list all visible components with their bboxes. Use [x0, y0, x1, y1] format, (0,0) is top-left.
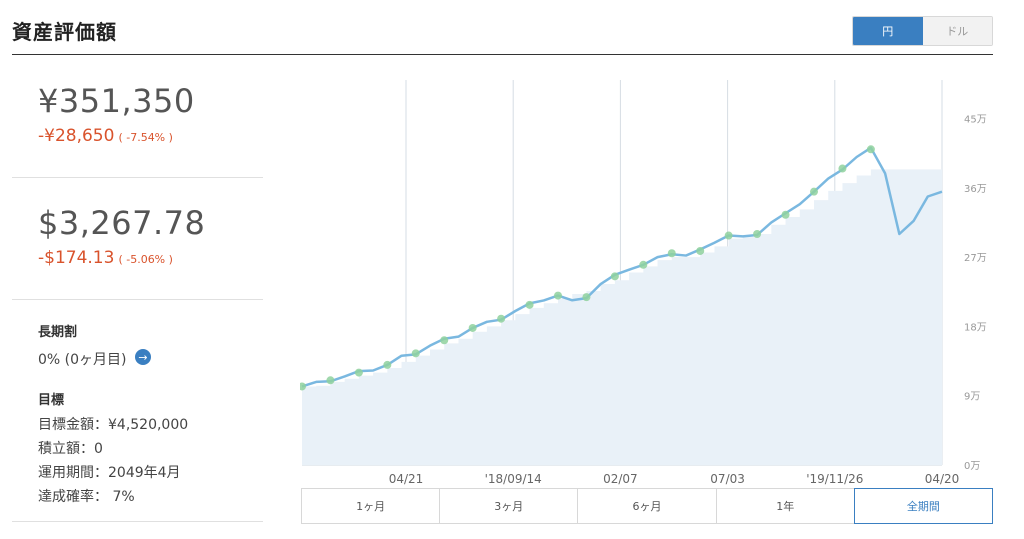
data-point-marker	[724, 231, 733, 240]
goal-target-amount: 目標金額：¥4,520,000	[38, 417, 189, 433]
divider	[12, 299, 263, 300]
goal-period: 運用期間：2049年4月	[38, 465, 181, 481]
tab-all-period[interactable]: 全期間	[853, 488, 994, 524]
long-term-value: 0% (0ヶ月目)	[38, 352, 127, 368]
data-point-marker	[326, 376, 335, 385]
yen-total-value: ¥351,350	[38, 82, 195, 120]
data-point-marker	[582, 293, 591, 302]
tab-1-month[interactable]: 1ヶ月	[302, 489, 441, 523]
currency-toggle[interactable]: 円 ドル	[852, 16, 993, 46]
yen-change: -¥28,650( -7.54% )	[38, 126, 173, 146]
currency-yen-button[interactable]: 円	[853, 17, 923, 45]
y-tick-label: 45万	[964, 115, 987, 126]
x-tick-label: 04/21	[389, 472, 424, 486]
data-point-marker	[383, 360, 392, 369]
contribution-area	[302, 169, 942, 465]
usd-total-value: $3,267.78	[38, 204, 206, 242]
data-point-marker	[866, 145, 875, 154]
x-tick-label: '18/09/14	[485, 472, 542, 486]
y-tick-label: 0万	[964, 461, 980, 472]
data-point-marker	[440, 336, 449, 345]
usd-change-percent: ( -5.06% )	[118, 253, 173, 266]
goal-contribution: 積立額：0	[38, 441, 103, 457]
y-tick-label: 9万	[964, 392, 980, 403]
data-point-marker	[696, 246, 705, 255]
period-tabs[interactable]: 1ヶ月 3ヶ月 6ヶ月 1年 全期間	[301, 488, 994, 524]
y-tick-label: 36万	[964, 184, 987, 195]
data-point-marker	[667, 249, 676, 258]
x-tick-label: 04/20	[925, 472, 960, 486]
y-tick-label: 18万	[964, 322, 987, 333]
long-term-label: 長期割	[38, 325, 78, 340]
currency-usd-button[interactable]: ドル	[922, 17, 992, 45]
tab-1-year[interactable]: 1年	[716, 489, 855, 523]
tab-3-months[interactable]: 3ヶ月	[440, 489, 579, 523]
data-point-marker	[411, 349, 420, 358]
x-tick-label: '19/11/26	[806, 472, 863, 486]
data-point-marker	[554, 291, 562, 300]
x-tick-label: 07/03	[710, 472, 745, 486]
yen-change-amount: -¥28,650	[38, 126, 115, 146]
y-tick-label: 27万	[964, 253, 987, 264]
x-tick-label: 02/07	[603, 472, 638, 486]
title-divider	[12, 54, 993, 55]
goal-probability: 達成確率： 7%	[38, 489, 135, 505]
goal-label: 目標	[38, 393, 65, 408]
data-point-marker	[497, 314, 506, 323]
asset-chart-svg: 04/21 '18/09/14 02/07 07/03 '19/11/26 04/20 0万…	[300, 80, 987, 486]
arrow-right-icon[interactable]: →	[135, 349, 151, 365]
page-title: 資産評価額	[12, 20, 117, 44]
data-point-marker	[781, 210, 790, 219]
data-point-marker	[525, 300, 534, 309]
yen-change-percent: ( -7.54% )	[118, 131, 173, 144]
tab-6-months[interactable]: 6ヶ月	[578, 489, 717, 523]
data-point-marker	[639, 260, 648, 269]
data-point-marker	[354, 368, 363, 377]
asset-chart: 04/21 '18/09/14 02/07 07/03 '19/11/26 04/20 0万…	[300, 78, 990, 488]
asset-value-line	[301, 146, 943, 388]
data-point-marker	[753, 230, 762, 238]
usd-change-amount: -$174.13	[38, 248, 115, 268]
data-point-marker	[838, 164, 847, 173]
usd-change: -$174.13( -5.06% )	[38, 248, 173, 268]
data-point-marker	[468, 323, 477, 332]
divider	[12, 177, 263, 178]
data-point-marker	[810, 187, 818, 196]
data-point-marker	[300, 382, 306, 391]
data-point-marker	[610, 272, 619, 281]
divider	[12, 521, 263, 522]
